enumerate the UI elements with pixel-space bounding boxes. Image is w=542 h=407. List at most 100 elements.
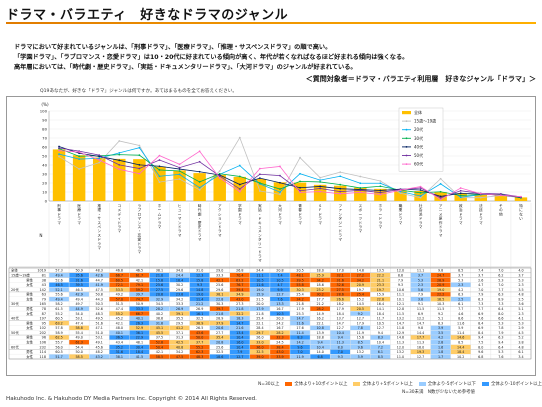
legend-swatch-point: [405, 137, 408, 140]
table-cell-highlight: [229, 335, 250, 340]
series-point: [379, 185, 382, 188]
series-point: [198, 189, 201, 191]
table-cell-value: 10.5: [256, 278, 263, 282]
table-cell-value: 51.5: [116, 302, 123, 306]
table-row-group-label: 30代: [11, 301, 19, 306]
table-cell-value: 53.1: [75, 317, 82, 321]
category-label: ファンタジードラマ: [338, 203, 342, 242]
series-point: [138, 164, 141, 166]
series-point: [339, 192, 342, 195]
table-cell-value: 3.9: [438, 326, 443, 330]
table-cell-value: 9.8: [438, 269, 443, 273]
table-cell-highlight: [290, 320, 310, 326]
table-cell-value: 47.4: [116, 307, 123, 311]
table-cell-value: 56.0: [55, 345, 62, 349]
table-cell-value: 8.5: [358, 341, 363, 345]
series-point: [379, 182, 382, 185]
table-cell-value: 8.5: [458, 341, 463, 345]
table-cell-value: 63.2: [236, 278, 243, 282]
table-cell-value: 61.5: [55, 307, 62, 311]
series-point: [339, 183, 342, 186]
table-cell-value: 35.4: [216, 336, 223, 340]
table-cell-value: 3.7: [458, 273, 463, 277]
series-point: [178, 170, 181, 172]
question-text: Q19あなたが、好きな「ドラマ」ジャンルは何ですか。あてはまるものを全てお答えく…: [40, 89, 237, 94]
category-label: その他: [499, 203, 503, 216]
table-cell-value: 13.5: [377, 269, 384, 273]
table-cell-value: 42.1: [116, 321, 123, 325]
series-point: [158, 175, 161, 178]
table-cell-highlight: [270, 272, 290, 278]
table-cell-value: 37.1: [176, 331, 183, 335]
table-cell-value: 21.6: [236, 326, 243, 330]
table-cell-highlight: [189, 287, 210, 292]
table-row-n: 118: [40, 355, 46, 359]
table-cell-value: 25.6: [216, 345, 223, 349]
table-cell-value: 7.6: [478, 317, 483, 321]
table-cell-highlight: [89, 282, 110, 287]
series-point: [98, 157, 101, 160]
table-cell-highlight: [209, 335, 230, 340]
table-cell-highlight: [129, 316, 150, 321]
table-cell-value: 38.9: [196, 321, 203, 325]
table-cell-highlight: [430, 296, 451, 302]
series-point: [78, 151, 81, 153]
table-cell-value: 2.3: [518, 312, 523, 316]
table-cell-value: 45.5: [156, 331, 163, 335]
bar: [72, 155, 86, 201]
series-point: [58, 147, 60, 149]
table-cell-value: 20.5: [296, 269, 303, 273]
series-point: [279, 174, 281, 177]
table-cell-value: 8.3: [297, 336, 302, 340]
table-cell-value: 18.2: [337, 302, 344, 306]
series-point: [98, 161, 101, 164]
table-cell-highlight: [229, 354, 250, 359]
table-row-n: 63: [42, 293, 46, 297]
table-cell-highlight: [270, 335, 290, 340]
table-cell-value: 8.6: [458, 317, 463, 321]
table-cell-value: 49.2: [116, 293, 123, 297]
table-cell-value: 24.2: [276, 321, 283, 325]
table-cell-value: 11.5: [437, 307, 444, 311]
table-cell-value: 32.5: [256, 350, 263, 354]
table-cell-value: 7.0: [338, 350, 343, 354]
legend-label: 40代: [414, 143, 423, 149]
table-cell-value: 79.1: [136, 283, 143, 287]
table-cell-value: 42.1: [136, 278, 143, 282]
table-cell-value: 50.9: [136, 302, 143, 306]
table-cell-value: 9.4: [318, 341, 323, 345]
table-cell-value: 13.7: [337, 317, 344, 321]
table-cell-value: 9.4: [498, 341, 503, 345]
table-cell-value: 15.8: [156, 278, 163, 282]
table-cell-highlight: [109, 277, 130, 283]
table-cell-value: 40.8: [176, 345, 183, 349]
bar: [514, 197, 528, 201]
table-cell-highlight: [370, 296, 391, 302]
table-cell-highlight: [270, 296, 290, 302]
table-cell-value: 35.6: [75, 273, 82, 277]
table-cell-value: 12.3: [196, 273, 203, 277]
series-point: [198, 160, 201, 163]
y-tick-label: 20: [42, 180, 47, 185]
table-cell-value: 17.9: [337, 307, 344, 311]
table-cell-highlight: [290, 296, 310, 302]
table-cell-highlight: [250, 287, 270, 292]
table-cell-value: 9.2: [438, 312, 443, 316]
table-row-sex-label: 女性: [26, 354, 33, 359]
table-cell-value: 17.9: [357, 321, 364, 325]
y-tick-label: 100: [40, 108, 48, 113]
table-cell-value: 38.1: [156, 269, 163, 273]
table-cell-value: 58.5: [156, 355, 163, 359]
table-cell-highlight: [430, 335, 451, 340]
table-cell-highlight: [350, 282, 371, 287]
table-cell-highlight: [250, 292, 270, 297]
table-cell-value: 9.4: [478, 336, 483, 340]
table-cell-value: 33.9: [276, 355, 283, 359]
note-plus10-label: 全体より+10ポイント以上: [294, 382, 348, 387]
table-cell-value: 11.9: [357, 331, 364, 335]
table-cell-highlight: [109, 311, 130, 316]
table-cell-value: 51.6: [96, 321, 103, 325]
table-cell-highlight: [430, 330, 451, 335]
table-cell-value: 26.6: [337, 297, 344, 301]
